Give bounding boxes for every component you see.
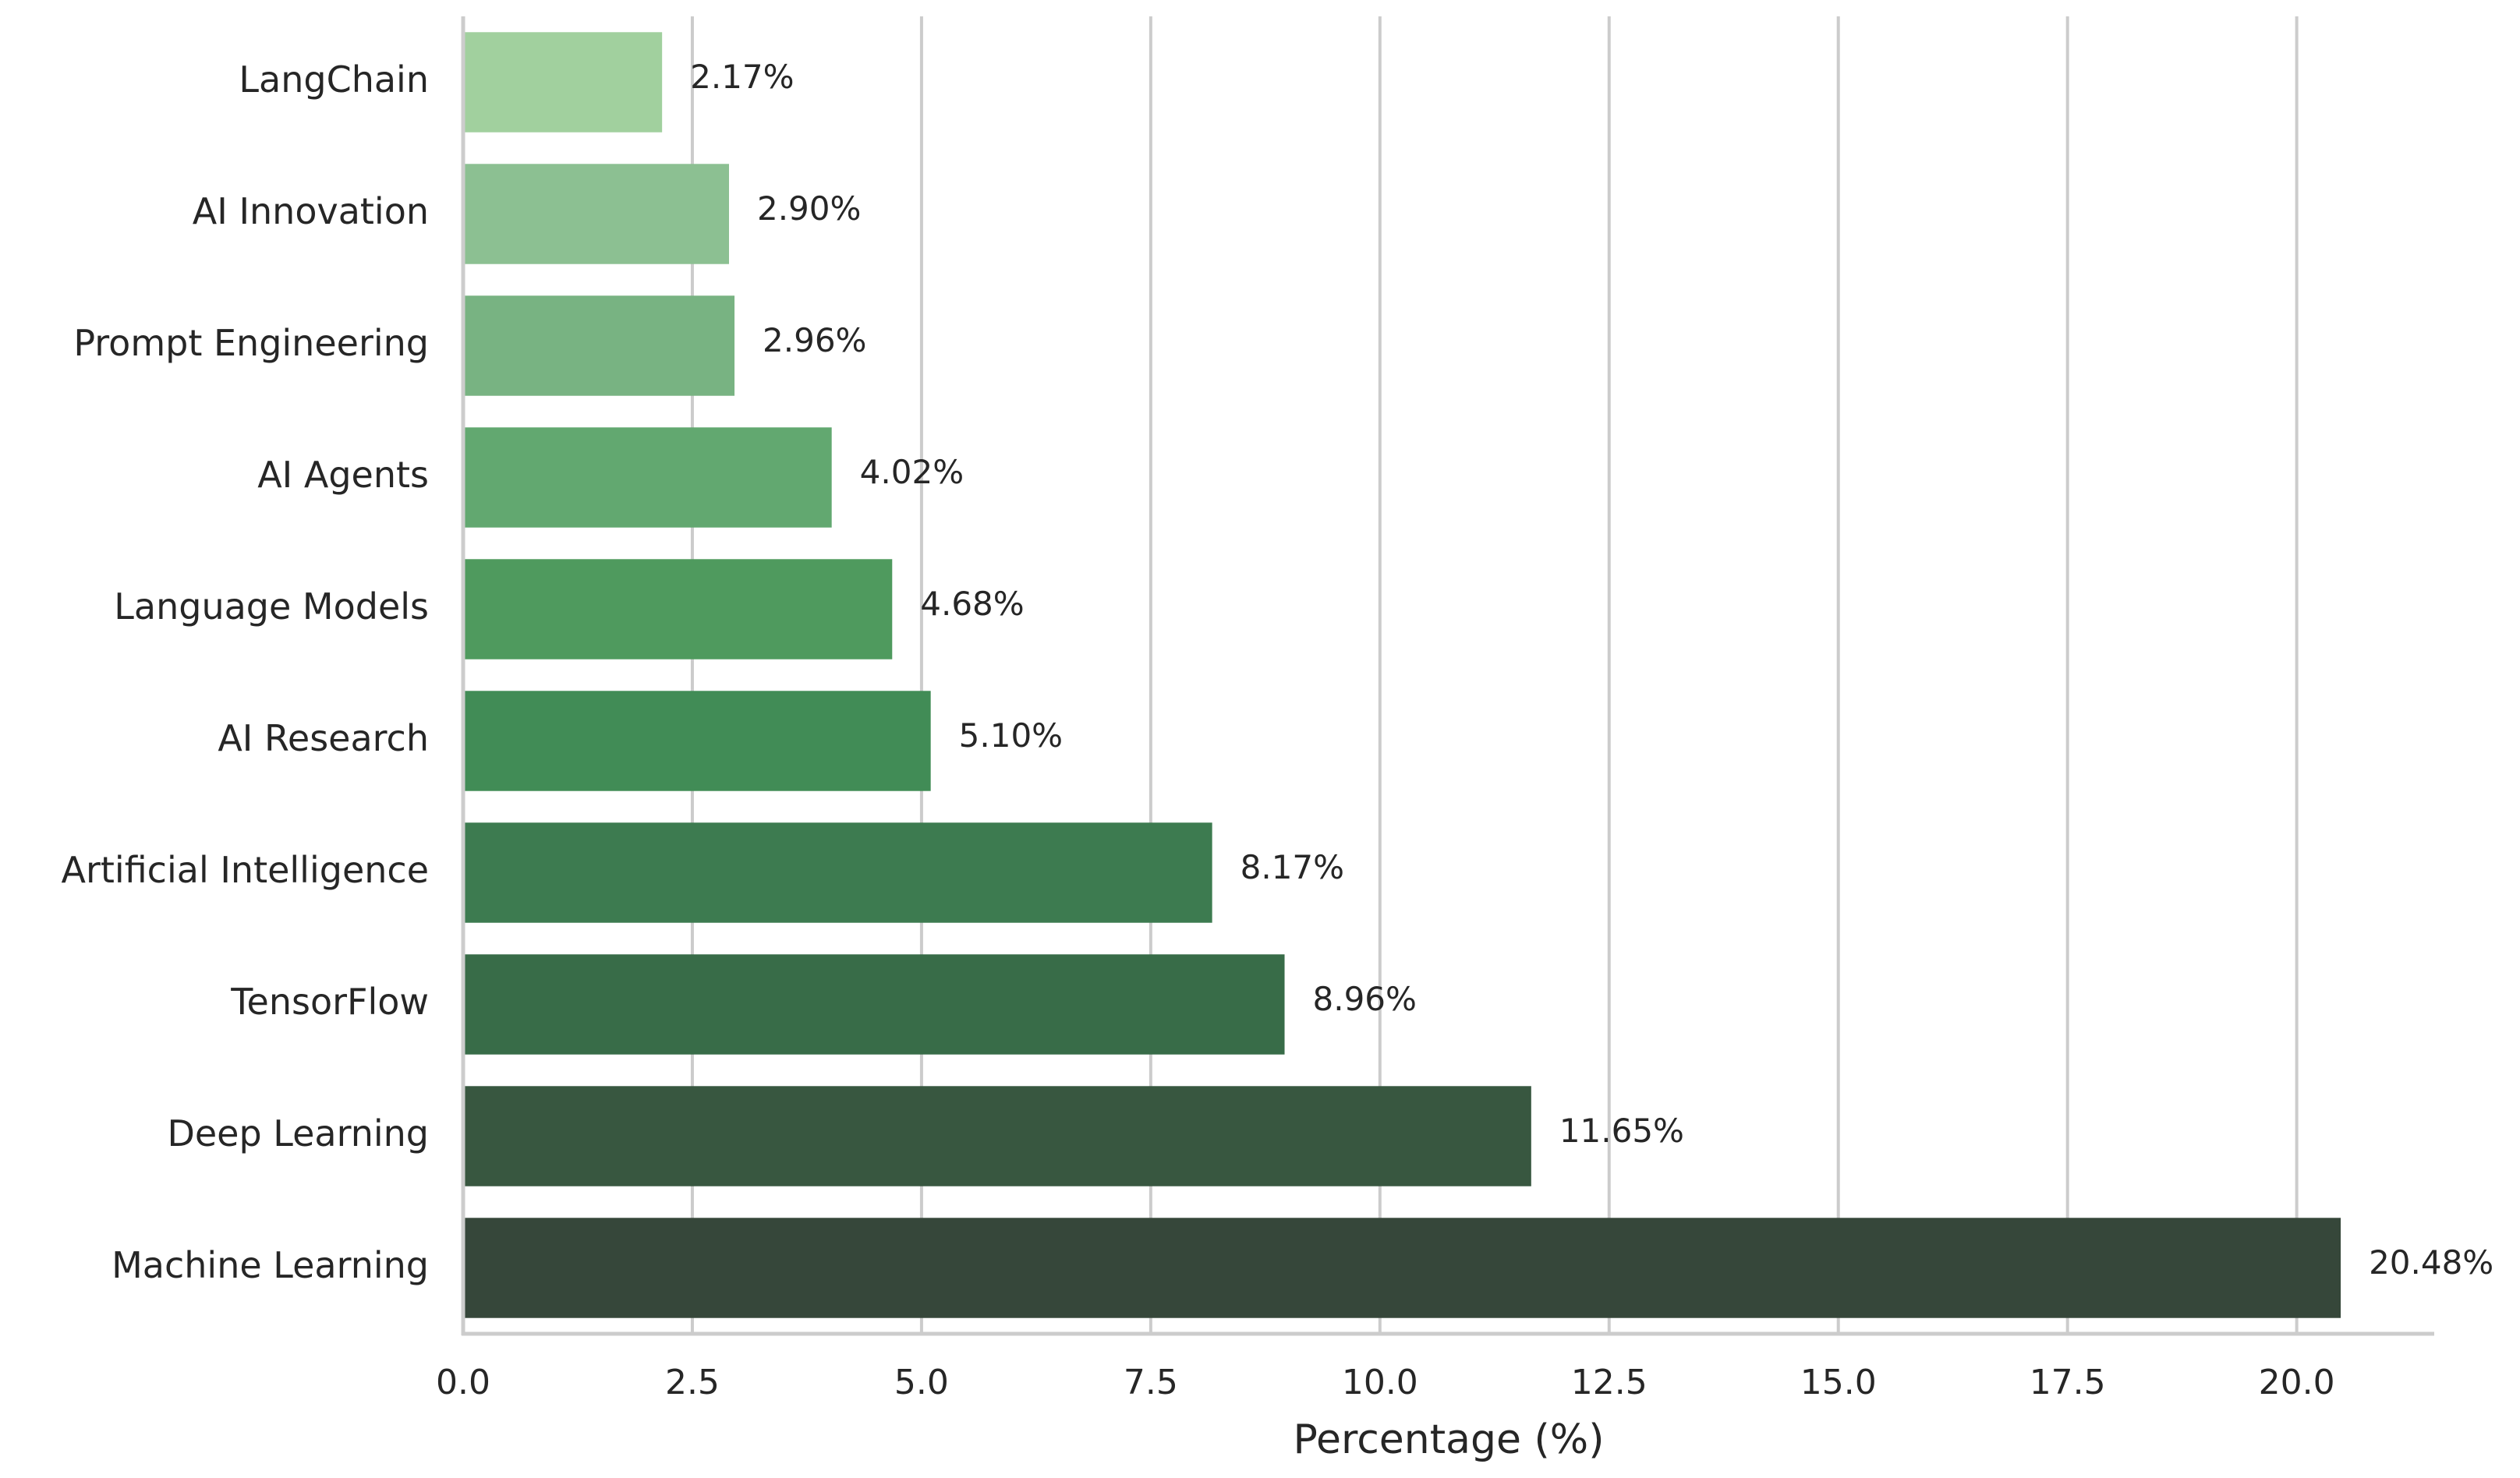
value-label: 5.10% (959, 716, 1063, 755)
bar (463, 164, 729, 264)
bar (463, 822, 1212, 923)
category-label: AI Agents (257, 454, 429, 496)
value-label: 2.96% (763, 321, 866, 359)
bar (463, 559, 893, 659)
bar (463, 691, 931, 791)
value-label: 2.90% (757, 189, 861, 228)
bar (463, 295, 735, 396)
x-tick-label: 20.0 (2259, 1363, 2335, 1402)
x-tick-label: 15.0 (1800, 1363, 1877, 1402)
bar (463, 1218, 2341, 1318)
x-tick-label: 2.5 (665, 1363, 720, 1402)
value-label: 2.17% (690, 58, 794, 96)
x-tick-label: 12.5 (1571, 1363, 1648, 1402)
x-axis-label: Percentage (%) (1293, 1416, 1604, 1463)
category-label: Artificial Intelligence (62, 849, 429, 891)
value-label: 11.65% (1559, 1112, 1684, 1150)
category-label: Prompt Engineering (73, 322, 429, 364)
bar (463, 427, 832, 528)
value-label: 8.96% (1313, 980, 1417, 1018)
category-label: Language Models (114, 585, 429, 628)
category-label: AI Research (218, 717, 429, 759)
category-label: LangChain (239, 58, 429, 101)
category-label: TensorFlow (230, 981, 429, 1023)
bar (463, 32, 663, 133)
value-label: 4.68% (920, 585, 1024, 623)
bar (463, 954, 1285, 1055)
category-label: AI Innovation (193, 190, 429, 232)
x-tick-label: 5.0 (894, 1363, 949, 1402)
value-label: 8.17% (1241, 848, 1344, 886)
value-label: 20.48% (2369, 1243, 2493, 1282)
value-label: 4.02% (860, 453, 964, 491)
x-tick-label: 0.0 (436, 1363, 490, 1402)
x-tick-label: 7.5 (1124, 1363, 1178, 1402)
category-label: Deep Learning (167, 1112, 429, 1154)
x-tick-label: 17.5 (2030, 1363, 2106, 1402)
category-label: Machine Learning (111, 1244, 429, 1286)
bar (463, 1086, 1531, 1186)
x-tick-label: 10.0 (1342, 1363, 1418, 1402)
